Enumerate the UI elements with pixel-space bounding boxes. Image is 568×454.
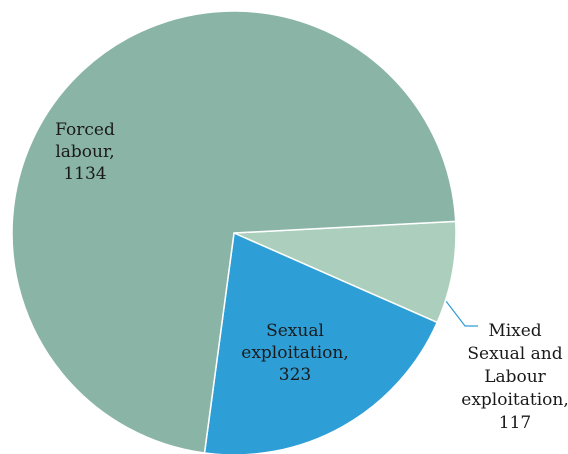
slice-forced-labour [11, 10, 457, 454]
slice-labels: Mixed Sexual and Labour exploitation, 117 Sex… [55, 120, 568, 433]
slice-mixed-sexual-and-labour-exploitation [233, 220, 457, 324]
leader-lines [445, 301, 478, 327]
leader-line-mixed-sexual-and-labour-exploitation [445, 301, 478, 327]
pie-slices [11, 10, 457, 454]
label-mixed-sexual-and-labour-exploitation: Mixed Sexual and Labour exploitation, 117 [461, 321, 568, 433]
label-sexual-exploitation: Sexual exploitation, 323 [241, 321, 348, 385]
label-forced-labour: Forced labour, 1134 [55, 120, 115, 184]
slice-sexual-exploitation [203, 231, 439, 454]
